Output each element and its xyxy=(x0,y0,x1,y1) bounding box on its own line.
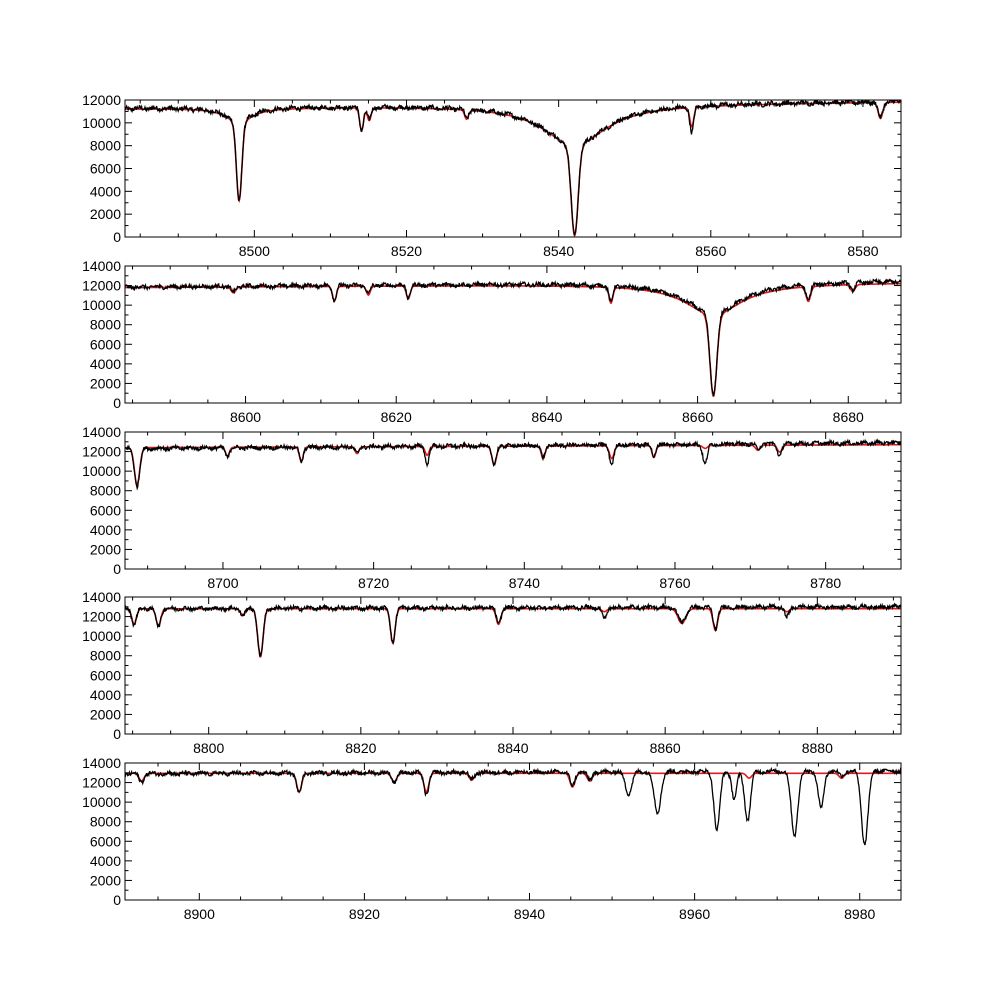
x-tick-label: 8580 xyxy=(847,243,878,259)
y-tick-label: 6000 xyxy=(90,667,121,683)
y-tick-label: 8000 xyxy=(90,814,121,830)
y-tick-label: 10000 xyxy=(82,628,121,644)
x-tick-label: 8960 xyxy=(679,906,710,922)
x-tick-label: 8760 xyxy=(659,575,690,591)
y-tick-label: 12000 xyxy=(82,444,121,460)
x-tick-label: 8620 xyxy=(381,409,412,425)
plot-frame xyxy=(124,431,902,570)
y-tick-label: 2000 xyxy=(90,375,121,391)
x-tick-label: 8920 xyxy=(349,906,380,922)
y-tick-label: 0 xyxy=(113,726,121,742)
y-tick-label: 12000 xyxy=(82,609,121,625)
series-observed-line xyxy=(125,277,901,397)
y-tick-label: 14000 xyxy=(82,258,121,274)
y-tick-label: 12000 xyxy=(82,775,121,791)
y-tick-label: 0 xyxy=(113,892,121,908)
y-tick-label: 10000 xyxy=(82,297,121,313)
x-tick-label: 8900 xyxy=(184,906,215,922)
x-tick-label: 8820 xyxy=(345,740,376,756)
series-model-line xyxy=(125,772,901,793)
y-tick-label: 0 xyxy=(113,395,121,411)
x-tick-label: 8540 xyxy=(543,243,574,259)
y-tick-label: 2000 xyxy=(90,872,121,888)
y-tick-label: 12000 xyxy=(82,278,121,294)
x-tick-label: 8640 xyxy=(531,409,562,425)
x-tick-label: 8700 xyxy=(207,575,238,591)
x-tick-label: 8600 xyxy=(230,409,261,425)
panel-4: 8800 8820 8840 8860 8880 0 2000 4000 6000 8000 100… xyxy=(82,589,902,756)
y-tick-label: 0 xyxy=(113,561,121,577)
y-tick-label: 0 xyxy=(113,229,121,245)
series-observed-line xyxy=(125,438,901,491)
x-tick-label: 8720 xyxy=(358,575,389,591)
panel-1: 8500 8520 8540 8560 8580 0 2000 4000 6000 8000 100… xyxy=(82,92,902,259)
panel-2: 8600 8620 8640 8660 8680 0 2000 4000 6000 8000 100… xyxy=(82,258,902,425)
series-model-line xyxy=(125,282,901,397)
y-tick-label: 12000 xyxy=(82,92,121,108)
y-tick-label: 10000 xyxy=(82,463,121,479)
x-tick-label: 8780 xyxy=(810,575,841,591)
y-tick-label: 4000 xyxy=(90,356,121,372)
panel-5: 8900 8920 8940 8960 8980 0 2000 4000 6000 8000 100… xyxy=(82,755,902,922)
y-tick-label: 2000 xyxy=(90,541,121,557)
x-tick-label: 8880 xyxy=(802,740,833,756)
y-tick-label: 6000 xyxy=(90,833,121,849)
x-tick-label: 8800 xyxy=(193,740,224,756)
y-tick-label: 8000 xyxy=(90,138,121,154)
y-tick-label: 6000 xyxy=(90,336,121,352)
x-tick-label: 8980 xyxy=(844,906,875,922)
y-tick-label: 14000 xyxy=(82,589,121,605)
series-observed-line xyxy=(125,766,901,846)
y-tick-label: 6000 xyxy=(90,502,121,518)
y-tick-label: 10000 xyxy=(82,115,121,131)
y-tick-label: 6000 xyxy=(90,161,121,177)
y-tick-label: 4000 xyxy=(90,522,121,538)
y-tick-label: 14000 xyxy=(82,424,121,440)
x-tick-label: 8500 xyxy=(239,243,270,259)
y-tick-label: 4000 xyxy=(90,183,121,199)
x-tick-label: 8840 xyxy=(497,740,528,756)
plot-frame xyxy=(124,762,902,901)
y-tick-label: 2000 xyxy=(90,206,121,222)
x-tick-label: 8940 xyxy=(514,906,545,922)
y-tick-label: 4000 xyxy=(90,853,121,869)
y-tick-label: 14000 xyxy=(82,755,121,771)
x-tick-label: 8740 xyxy=(509,575,540,591)
y-tick-label: 8000 xyxy=(90,648,121,664)
y-tick-label: 10000 xyxy=(82,794,121,810)
plot-frame xyxy=(124,596,902,735)
y-tick-label: 8000 xyxy=(90,317,121,333)
series-model-line xyxy=(125,443,901,486)
x-tick-label: 8860 xyxy=(650,740,681,756)
x-tick-label: 8680 xyxy=(833,409,864,425)
y-tick-label: 2000 xyxy=(90,706,121,722)
x-tick-label: 8560 xyxy=(695,243,726,259)
y-tick-label: 8000 xyxy=(90,483,121,499)
x-tick-label: 8660 xyxy=(682,409,713,425)
series-observed-line xyxy=(125,100,901,236)
x-tick-label: 8520 xyxy=(391,243,422,259)
series-observed-line xyxy=(125,602,901,658)
panel-3: 8700 8720 8740 8760 8780 0 2000 4000 6000 8000 100… xyxy=(82,424,902,591)
y-tick-label: 4000 xyxy=(90,687,121,703)
